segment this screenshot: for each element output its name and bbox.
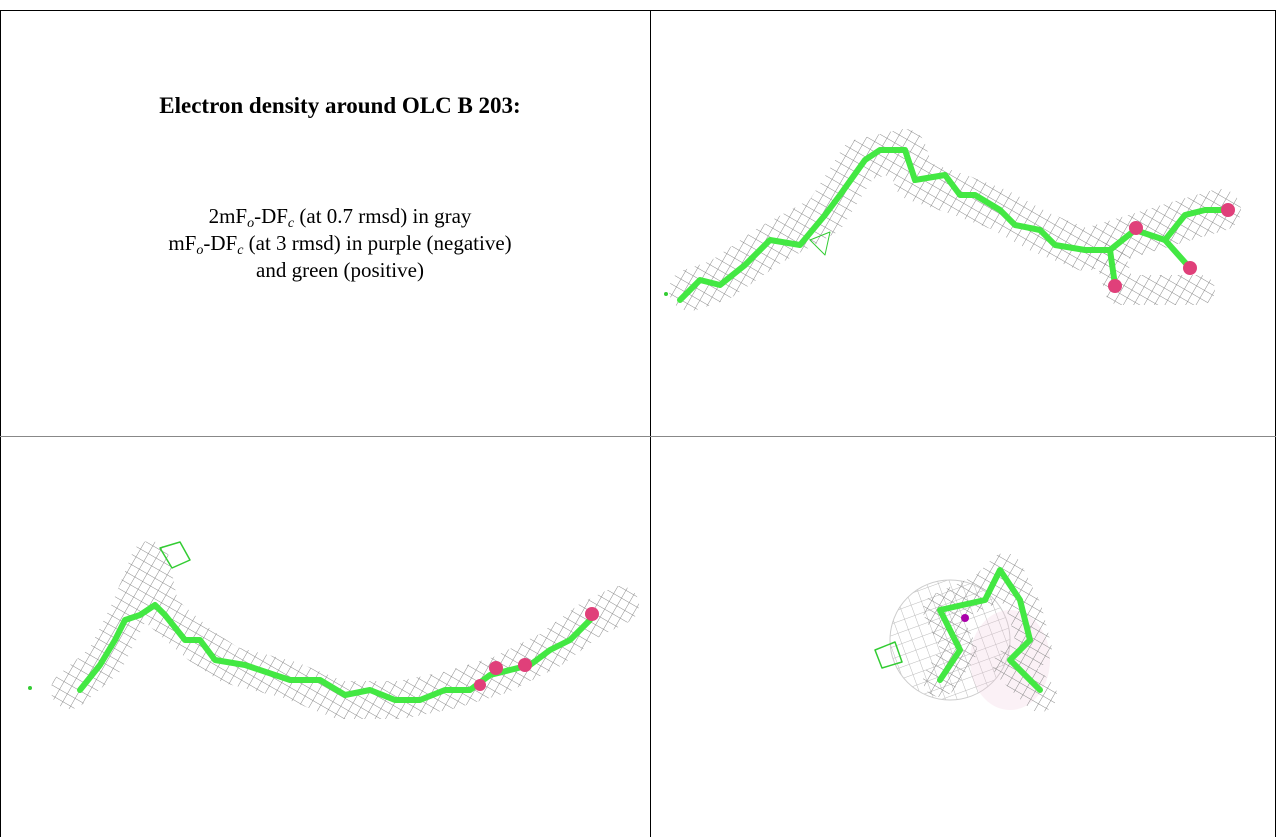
legend-part: and green (positive) bbox=[256, 258, 424, 282]
legend-line: 2mFo-DFc (at 0.7 rmsd) in gray bbox=[0, 203, 680, 230]
table-borders bbox=[0, 10, 1276, 837]
legend-part: -DF bbox=[254, 204, 288, 228]
legend-part: 2mF bbox=[209, 204, 248, 228]
figure-grid bbox=[0, 0, 1276, 837]
density-view-2 bbox=[28, 542, 620, 700]
page: Electron density around OLC B 203: 2mFo-… bbox=[0, 0, 1276, 837]
legend-text: 2mFo-DFc (at 0.7 rmsd) in gray mFo-DFc (… bbox=[0, 203, 680, 284]
legend-part: (at 0.7 rmsd) in gray bbox=[294, 204, 471, 228]
panel-title: Electron density around OLC B 203: bbox=[0, 93, 680, 119]
legend-part: mF bbox=[168, 231, 196, 255]
legend-line: mFo-DFc (at 3 rmsd) in purple (negative) bbox=[0, 230, 680, 257]
density-view-3 bbox=[875, 570, 1050, 710]
legend-part: -DF bbox=[203, 231, 237, 255]
legend-line: and green (positive) bbox=[0, 257, 680, 284]
legend-part: (at 3 rmsd) in purple (negative) bbox=[243, 231, 511, 255]
density-view-1 bbox=[664, 150, 1235, 300]
